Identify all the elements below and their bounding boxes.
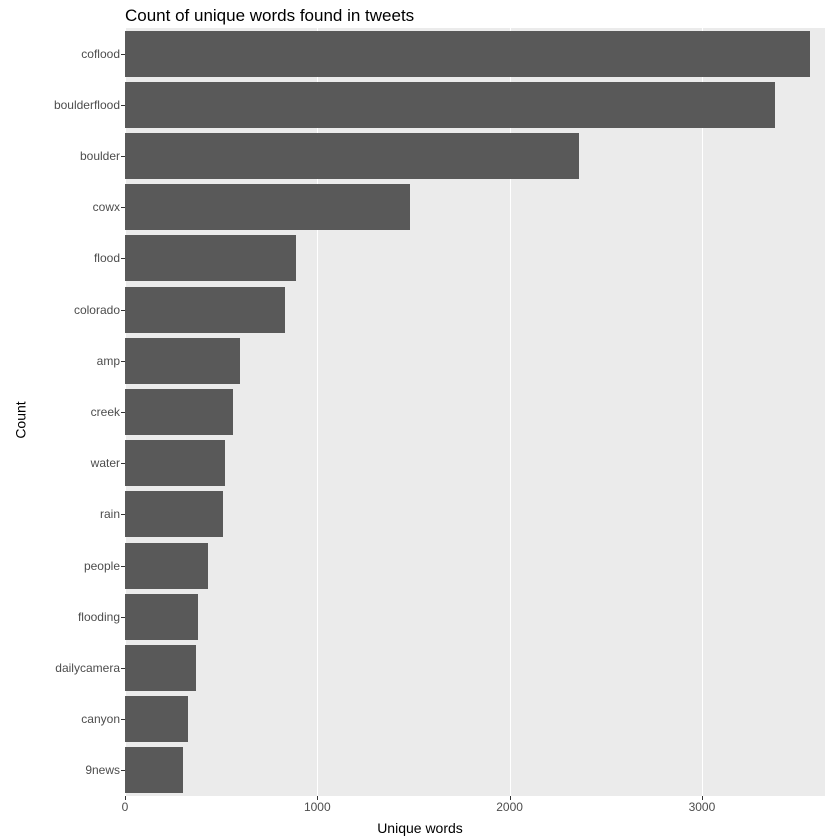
- bar: [125, 440, 225, 486]
- y-tick-mark: [121, 617, 125, 618]
- plot-panel: [125, 28, 825, 796]
- y-tick-mark: [121, 770, 125, 771]
- y-tick-mark: [121, 412, 125, 413]
- y-tick-label: colorado: [20, 304, 120, 316]
- y-tick-label: cowx: [20, 201, 120, 213]
- bar: [125, 184, 410, 230]
- y-tick-mark: [121, 310, 125, 311]
- x-tick-label: 0: [122, 800, 129, 814]
- y-tick-label: people: [20, 560, 120, 572]
- y-tick-label: creek: [20, 406, 120, 418]
- y-tick-label: amp: [20, 355, 120, 367]
- bar: [125, 235, 296, 281]
- chart-title: Count of unique words found in tweets: [125, 6, 414, 26]
- bar: [125, 287, 285, 333]
- y-tick-label: 9news: [20, 764, 120, 776]
- bar: [125, 594, 198, 640]
- chart-container: Count of unique words found in tweets Co…: [0, 0, 840, 840]
- bar: [125, 389, 233, 435]
- y-tick-mark: [121, 668, 125, 669]
- y-tick-label: boulderflood: [20, 99, 120, 111]
- x-tick-label: 3000: [689, 800, 716, 814]
- y-tick-mark: [121, 156, 125, 157]
- y-tick-label: canyon: [20, 713, 120, 725]
- bar: [125, 133, 579, 179]
- bar: [125, 491, 223, 537]
- bar: [125, 747, 183, 793]
- y-tick-mark: [121, 719, 125, 720]
- bar: [125, 31, 810, 77]
- y-tick-mark: [121, 514, 125, 515]
- x-axis-label: Unique words: [377, 820, 463, 836]
- bar: [125, 696, 188, 742]
- bar: [125, 82, 775, 128]
- y-tick-label: dailycamera: [20, 662, 120, 674]
- y-tick-label: flood: [20, 252, 120, 264]
- y-tick-mark: [121, 207, 125, 208]
- gridline: [702, 28, 703, 796]
- y-tick-label: rain: [20, 508, 120, 520]
- y-tick-label: boulder: [20, 150, 120, 162]
- y-tick-label: water: [20, 457, 120, 469]
- y-tick-label: coflood: [20, 48, 120, 60]
- bar: [125, 338, 240, 384]
- x-tick-label: 1000: [304, 800, 331, 814]
- bar: [125, 645, 196, 691]
- y-tick-mark: [121, 463, 125, 464]
- y-tick-mark: [121, 361, 125, 362]
- y-tick-mark: [121, 566, 125, 567]
- y-tick-mark: [121, 105, 125, 106]
- y-tick-label: flooding: [20, 611, 120, 623]
- x-tick-label: 2000: [496, 800, 523, 814]
- y-tick-mark: [121, 54, 125, 55]
- bar: [125, 543, 208, 589]
- y-tick-mark: [121, 258, 125, 259]
